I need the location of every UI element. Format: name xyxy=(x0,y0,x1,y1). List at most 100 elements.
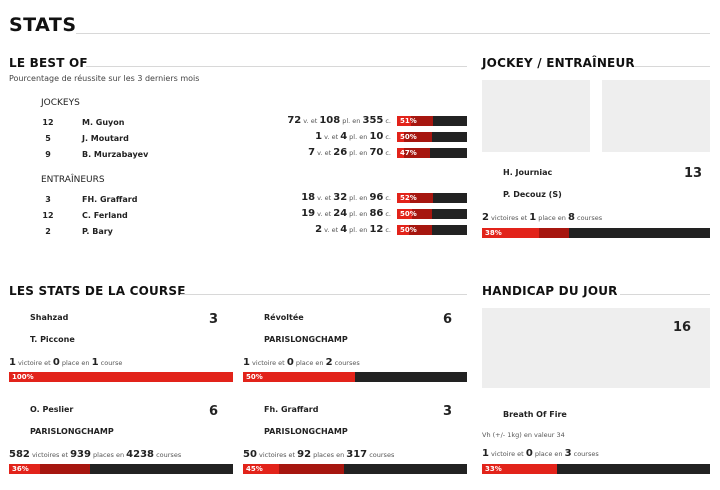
row-number: 12 xyxy=(42,211,54,220)
jt-jockey-name[interactable]: H. Journiac xyxy=(503,168,553,177)
row-progress-bar: 52% xyxy=(397,193,467,203)
card-name[interactable]: Shahzad xyxy=(30,313,69,322)
win-fill xyxy=(9,464,41,474)
percent-label: 50% xyxy=(400,226,417,234)
jt-stats-line: 2 victoires et 1 place en 8 courses xyxy=(482,212,603,223)
row-number: 2 xyxy=(45,227,51,236)
place-fill xyxy=(278,464,344,474)
handicap-number: 16 xyxy=(673,320,692,335)
card-number: 6 xyxy=(209,404,219,419)
percent-label: 45% xyxy=(246,465,263,473)
jt-trainer-name[interactable]: P. Decouz (S) xyxy=(503,190,562,199)
row-number: 9 xyxy=(45,150,51,159)
card-stats-line: 582 victoires et 939 places en 4238 cour… xyxy=(9,449,182,460)
place-fill xyxy=(410,193,434,203)
win-fill xyxy=(243,372,355,382)
card-subtitle: PARISLONGCHAMP xyxy=(264,427,348,436)
card-stats-line: 50 victoires et 92 places en 317 courses xyxy=(243,449,395,460)
jt-progress-bar: 38% xyxy=(482,228,710,238)
row-name[interactable]: M. Guyon xyxy=(82,118,125,127)
card-progress-bar: 50% xyxy=(243,372,467,382)
win-fill xyxy=(397,116,411,126)
percent-label: 47% xyxy=(400,149,417,157)
row-name[interactable]: J. Moutard xyxy=(82,134,129,143)
card-progress-bar: 45% xyxy=(243,464,467,474)
percent-label: 52% xyxy=(400,194,417,202)
card-name[interactable]: Révoltée xyxy=(264,313,304,322)
row-progress-bar: 47% xyxy=(397,148,467,158)
row-stats: 19 v. et 24 pl. en 86 c. xyxy=(301,208,391,219)
course-stats-divider xyxy=(180,294,467,295)
trainers-label: ENTRAÎNEURS xyxy=(41,175,105,185)
jockeys-label: JOCKEYS xyxy=(41,98,80,108)
row-progress-bar: 51% xyxy=(397,116,467,126)
handicap-stats-line: 1 victoire et 0 place en 3 courses xyxy=(482,448,599,459)
win-fill xyxy=(397,193,411,203)
card-name[interactable]: Fh. Graffard xyxy=(264,405,319,414)
win-fill xyxy=(397,148,404,158)
row-name[interactable]: FH. Graffard xyxy=(82,195,138,204)
handicap-divider xyxy=(620,294,710,295)
percent-label: 33% xyxy=(485,465,502,473)
row-name[interactable]: B. Murzabayev xyxy=(82,150,149,159)
row-name[interactable]: P. Bary xyxy=(82,227,113,236)
title-divider xyxy=(76,33,710,34)
trainer-photo xyxy=(602,80,710,152)
percent-label: 50% xyxy=(400,210,417,218)
place-fill xyxy=(404,132,432,142)
row-number: 3 xyxy=(45,195,51,204)
percent-label: 50% xyxy=(400,133,417,141)
place-fill xyxy=(404,148,430,158)
best-of-divider xyxy=(86,66,467,67)
win-fill xyxy=(9,372,233,382)
row-number: 12 xyxy=(42,118,54,127)
win-fill xyxy=(397,132,404,142)
card-name[interactable]: O. Peslier xyxy=(30,405,74,414)
row-stats: 2 v. et 4 pl. en 12 c. xyxy=(315,224,391,235)
percent-label: 51% xyxy=(400,117,417,125)
card-subtitle: T. Piccone xyxy=(30,335,75,344)
row-progress-bar: 50% xyxy=(397,225,467,235)
percent-label: 100% xyxy=(12,373,34,381)
win-fill xyxy=(397,209,413,219)
handicap-info: Vh (+/- 1kg) en valeur 34 xyxy=(482,431,565,439)
place-fill xyxy=(40,464,90,474)
row-stats: 1 v. et 4 pl. en 10 c. xyxy=(315,131,391,142)
handicap-title: HANDICAP DU JOUR xyxy=(482,284,618,298)
row-stats: 7 v. et 26 pl. en 70 c. xyxy=(308,147,391,158)
row-progress-bar: 50% xyxy=(397,132,467,142)
win-fill xyxy=(482,228,539,238)
jockey-trainer-title: JOCKEY / ENTRAÎNEUR xyxy=(482,56,635,70)
place-fill xyxy=(412,209,432,219)
row-number: 5 xyxy=(45,134,51,143)
row-name[interactable]: C. Ferland xyxy=(82,211,128,220)
win-fill xyxy=(482,464,558,474)
best-of-title: LE BEST OF xyxy=(9,56,88,70)
card-number: 3 xyxy=(209,312,219,327)
card-stats-line: 1 victoire et 0 place en 2 courses xyxy=(243,357,360,368)
card-progress-bar: 36% xyxy=(9,464,233,474)
win-fill xyxy=(397,225,409,235)
card-stats-line: 1 victoire et 0 place en 1 course xyxy=(9,357,123,368)
card-subtitle: PARISLONGCHAMP xyxy=(30,427,114,436)
handicap-image xyxy=(482,308,710,388)
handicap-horse-name[interactable]: Breath Of Fire xyxy=(503,410,567,419)
card-subtitle: PARISLONGCHAMP xyxy=(264,335,348,344)
jockey-photo xyxy=(482,80,590,152)
jt-number: 13 xyxy=(684,166,703,181)
place-fill xyxy=(408,225,432,235)
row-progress-bar: 50% xyxy=(397,209,467,219)
win-fill xyxy=(243,464,279,474)
row-stats: 18 v. et 32 pl. en 96 c. xyxy=(301,192,391,203)
row-stats: 72 v. et 108 pl. en 355 c. xyxy=(287,115,391,126)
place-fill xyxy=(539,228,569,238)
jockey-trainer-divider xyxy=(635,66,710,67)
place-fill xyxy=(411,116,433,126)
card-progress-bar: 100% xyxy=(9,372,233,382)
percent-label: 38% xyxy=(485,229,502,237)
page-title: STATS xyxy=(9,14,77,36)
percent-label: 50% xyxy=(246,373,263,381)
course-stats-title: LES STATS DE LA COURSE xyxy=(9,284,186,298)
percent-label: 36% xyxy=(12,465,29,473)
card-number: 3 xyxy=(443,404,453,419)
